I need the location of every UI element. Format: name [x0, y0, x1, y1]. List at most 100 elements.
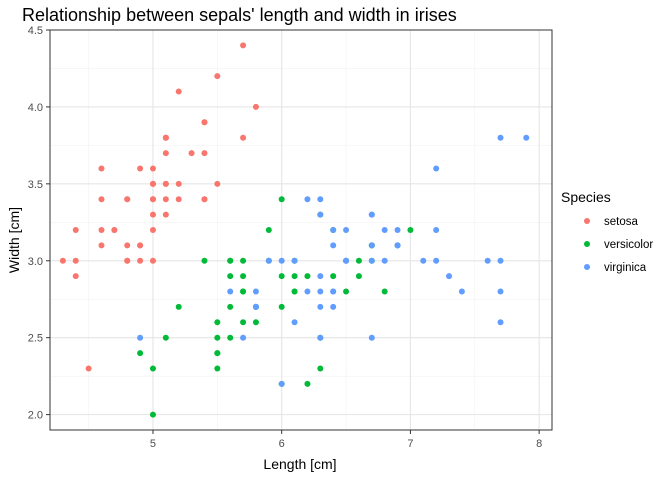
y-axis-ticks: 2.0 2.5 3.0 3.5 4.0 4.5 [28, 25, 50, 422]
data-point [317, 273, 324, 280]
series-virginica [137, 134, 530, 387]
y-tick-label: 2.5 [28, 333, 43, 345]
data-point [162, 134, 169, 141]
chart-title: Relationship between sepals' length and … [22, 5, 457, 25]
y-axis-label: Width [cm] [6, 207, 22, 273]
data-point [330, 288, 337, 295]
data-point [98, 165, 105, 172]
x-tick-label: 8 [536, 438, 542, 450]
data-point [188, 150, 195, 157]
data-point [252, 303, 259, 310]
y-tick-label: 4.5 [28, 25, 43, 37]
data-point [201, 119, 208, 126]
data-point [317, 303, 324, 310]
data-point [240, 257, 247, 264]
data-point [201, 196, 208, 203]
data-point [252, 103, 259, 110]
data-point [149, 227, 156, 233]
data-point [317, 365, 324, 372]
data-point [265, 227, 272, 233]
data-point [72, 273, 79, 280]
data-point [240, 134, 247, 141]
legend-label: virginica [604, 262, 647, 274]
data-point [368, 211, 375, 218]
data-point [98, 227, 105, 233]
data-point [214, 365, 221, 372]
legend-label: versicolor [604, 239, 653, 251]
data-point [497, 134, 504, 141]
data-point [330, 227, 337, 233]
data-point [240, 334, 247, 341]
y-tick-label: 3.5 [28, 179, 43, 191]
data-point [214, 319, 221, 326]
plot-border [49, 29, 553, 431]
data-point [201, 257, 208, 264]
data-point [137, 334, 144, 341]
data-point [368, 242, 375, 249]
data-points [59, 42, 530, 418]
data-point [175, 180, 182, 187]
data-point [98, 242, 105, 249]
data-point [175, 196, 182, 203]
data-point [420, 257, 427, 264]
data-point [252, 288, 259, 295]
data-point [291, 257, 298, 264]
data-point [291, 319, 298, 326]
x-tick-label: 5 [150, 438, 156, 450]
data-point [317, 288, 324, 295]
data-point [149, 411, 156, 418]
grid-minor [50, 30, 552, 430]
data-point [111, 227, 118, 233]
y-tick-label: 3.0 [28, 256, 43, 268]
data-point [149, 211, 156, 218]
y-tick-label: 4.0 [28, 102, 43, 114]
data-point [497, 288, 504, 295]
data-point [343, 227, 350, 233]
data-point [85, 365, 92, 372]
data-point [355, 273, 362, 280]
series-setosa [59, 42, 259, 372]
data-point [407, 227, 414, 233]
data-point [433, 227, 440, 233]
data-point [59, 257, 66, 264]
data-point [304, 273, 311, 280]
data-point [137, 257, 144, 264]
data-point [458, 288, 465, 295]
data-point [240, 42, 247, 49]
data-point [381, 227, 388, 233]
data-point [330, 242, 337, 249]
data-point [252, 319, 259, 326]
data-point [162, 196, 169, 203]
legend-item-setosa: setosa [584, 216, 638, 228]
legend-item-versicolor: versicolor [584, 239, 653, 251]
data-point [240, 319, 247, 326]
data-point [175, 88, 182, 95]
y-tick-label: 2.0 [28, 410, 43, 422]
data-point [278, 303, 285, 310]
x-axis-label: Length [cm] [263, 456, 336, 472]
legend-item-virginica: virginica [584, 262, 647, 274]
data-point [343, 288, 350, 295]
data-point [304, 196, 311, 203]
legend: Species setosa versicolor virginica [561, 189, 653, 274]
data-point [149, 257, 156, 264]
data-point [175, 303, 182, 310]
data-point [278, 380, 285, 387]
data-point [162, 334, 169, 341]
data-point [343, 257, 350, 264]
data-point [433, 257, 440, 264]
data-point [433, 165, 440, 172]
data-point [162, 180, 169, 187]
data-point [137, 242, 144, 249]
data-point [278, 196, 285, 203]
data-point [368, 334, 375, 341]
data-point [240, 288, 247, 295]
data-point [227, 288, 234, 295]
data-point [484, 257, 491, 264]
data-point [227, 257, 234, 264]
data-point [291, 288, 298, 295]
data-point [523, 134, 530, 141]
legend-title: Species [561, 189, 611, 205]
legend-key [584, 264, 590, 270]
data-point [240, 273, 247, 280]
